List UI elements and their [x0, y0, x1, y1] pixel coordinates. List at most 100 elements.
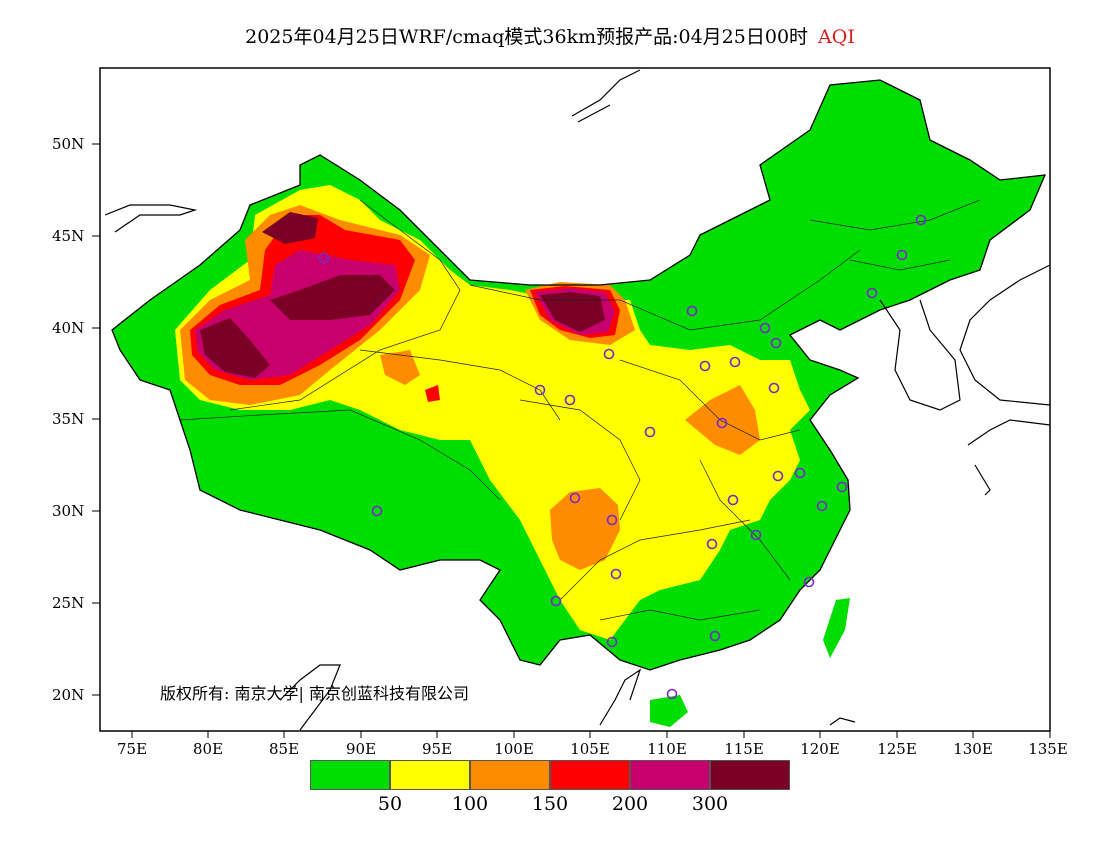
station-marker [896, 249, 908, 261]
map-title: 2025年04月25日WRF/cmaq模式36km预报产品:04月25日00时 A… [0, 22, 1100, 49]
station-marker [727, 494, 739, 506]
coastline-japan [959, 264, 1051, 406]
station-marker [768, 382, 780, 394]
lat-label-25n: 25N [52, 594, 85, 612]
station-marker [606, 514, 618, 526]
lon-label-125e: 125E [877, 740, 917, 758]
lon-label-85e: 85E [268, 740, 300, 758]
legend-swatch-0-50 [310, 760, 390, 790]
hainan-island [650, 695, 688, 727]
station-marker [569, 492, 581, 504]
station-marker [371, 505, 383, 517]
station-marker [706, 538, 718, 550]
lon-label-80e: 80E [192, 740, 224, 758]
station-marker [550, 595, 562, 607]
station-marker [729, 356, 741, 368]
china-aqi-field [112, 80, 1045, 727]
station-marker [534, 384, 546, 396]
lon-label-115e: 115E [724, 740, 764, 758]
station-marker [866, 287, 878, 299]
lon-label-105e: 105E [570, 740, 610, 758]
lat-label-30n: 30N [52, 502, 85, 520]
station-marker [803, 576, 815, 588]
boundary-xinjiang [229, 199, 461, 411]
legend-tick-200: 200 [611, 793, 649, 815]
station-marker [318, 252, 330, 264]
station-marker [770, 337, 782, 349]
station-marker [644, 426, 656, 438]
station-marker [709, 630, 721, 642]
boundary-inner-mongolia [469, 249, 861, 331]
legend-tick-50: 50 [377, 793, 403, 815]
boundary-central-b [619, 359, 801, 441]
boundary-south [599, 609, 761, 621]
station-marker [816, 500, 828, 512]
boundary-northeast-b [849, 259, 951, 271]
map-frame [99, 67, 1051, 732]
copyright-text: 版权所有: 南京大学| 南京创蓝科技有限公司 [160, 684, 469, 703]
station-marker [716, 417, 728, 429]
lon-label-100e: 100E [494, 740, 534, 758]
aqi-orange-west-spot [380, 350, 420, 385]
station-markers [318, 214, 927, 700]
lon-label-95e: 95E [421, 740, 453, 758]
coastline-balkhash [104, 204, 198, 233]
aqi-orange-sichuan [550, 488, 620, 570]
aqi-red-spot [425, 385, 440, 402]
aqi-darkred-northwest-b [270, 275, 395, 320]
boundary-northeast-a [809, 199, 981, 231]
boundary-qinghai [359, 349, 561, 421]
station-marker [750, 529, 762, 541]
boundary-central-c [559, 519, 751, 601]
lon-label-130e: 130E [953, 740, 993, 758]
station-marker [772, 470, 784, 482]
lon-label-90e: 90E [345, 740, 377, 758]
legend-swatch-50-100 [390, 760, 470, 790]
legend-swatch-300-plus [710, 760, 790, 790]
aqi-orange-central [685, 385, 760, 455]
station-marker [759, 322, 771, 334]
legend-swatch-150-200 [550, 760, 630, 790]
legend-swatch-100-150 [470, 760, 550, 790]
lat-label-45n: 45N [52, 227, 85, 245]
legend-tick-300: 300 [691, 793, 729, 815]
lat-label-50n: 50N [52, 135, 85, 153]
china-border [111, 79, 1047, 671]
aqi-darkred-northwest-a [200, 318, 270, 378]
aqi-darkred-north [540, 292, 605, 332]
station-marker [666, 688, 678, 700]
lat-label-35n: 35N [52, 410, 85, 428]
lon-label-120e: 120E [800, 740, 840, 758]
station-marker [794, 467, 806, 479]
lon-ticks [131, 731, 1051, 738]
station-marker [603, 348, 615, 360]
lat-label-20n: 20N [52, 686, 85, 704]
coastline-indochina [599, 668, 642, 726]
coastline-lake-baikal [571, 69, 641, 123]
coastline-kyushu [967, 419, 1051, 496]
station-marker [610, 568, 622, 580]
station-marker [686, 305, 698, 317]
taiwan-island [823, 598, 850, 658]
legend-tick-100: 100 [451, 793, 489, 815]
aqi-darkred-northwest-c [262, 212, 318, 244]
boundary-central-a [519, 399, 641, 521]
legend-swatch-200-300 [630, 760, 710, 790]
title-variable: AQI [818, 26, 855, 48]
station-marker [915, 214, 927, 226]
lon-label-75e: 75E [116, 740, 148, 758]
boundary-tibet [179, 409, 501, 501]
coastline-philippines [829, 717, 856, 726]
station-marker [606, 636, 618, 648]
station-marker [564, 394, 576, 406]
station-marker [836, 481, 848, 493]
lon-label-110e: 110E [647, 740, 687, 758]
coastlines [104, 69, 1051, 731]
coastline-bay-of-bengal [279, 664, 341, 731]
boundary-east [699, 459, 791, 581]
coastline-korea [879, 299, 961, 411]
legend-tick-150: 150 [531, 793, 569, 815]
lon-label-135e: 135E [1028, 740, 1068, 758]
lat-label-40n: 40N [52, 319, 85, 337]
